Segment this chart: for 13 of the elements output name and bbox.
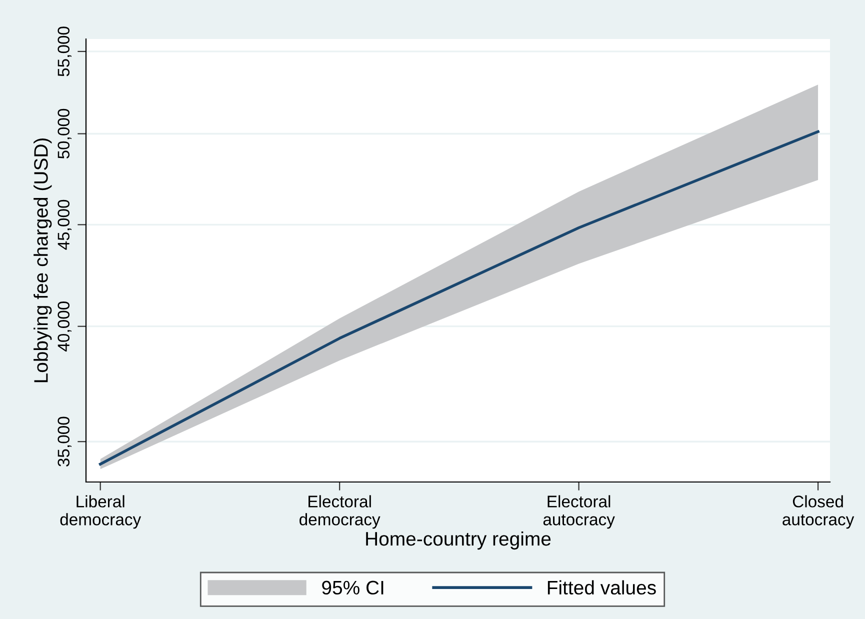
x-tick-label: Electoral democracy (300, 495, 380, 529)
legend-label: Fitted values (548, 580, 656, 595)
x-tick-label: Electoral autocracy (543, 495, 615, 529)
y-tick-label: 50,000 (58, 108, 72, 159)
x-tick-label: Liberal democracy (60, 495, 142, 529)
y-tick-label: 55,000 (58, 26, 72, 76)
x-axis-title: Home-country regime (366, 531, 551, 550)
x-tick-label: Closed autocracy (782, 495, 854, 529)
y-axis-title: Lobbying fee charged (USD) (34, 138, 52, 382)
legend-label: 95% CI (322, 580, 384, 595)
y-tick-label: 40,000 (58, 302, 72, 352)
y-tick-label: 45,000 (58, 200, 72, 250)
y-tick-label: 35,000 (58, 416, 72, 466)
